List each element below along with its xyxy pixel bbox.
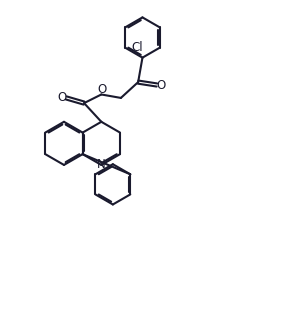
- Text: N: N: [97, 159, 106, 171]
- Text: O: O: [97, 83, 107, 96]
- Text: O: O: [157, 79, 166, 92]
- Text: O: O: [57, 92, 66, 104]
- Text: Cl: Cl: [131, 41, 143, 54]
